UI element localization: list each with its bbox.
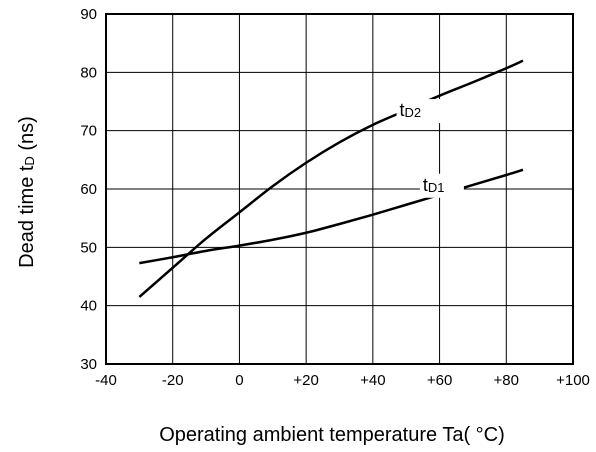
x-tick-label: +60 — [427, 372, 452, 389]
x-axis-ticks: -40 -20 0 +20 +40 +60 +80 +100 — [95, 372, 590, 389]
x-tick-label: +80 — [494, 372, 519, 389]
series-line-tD2 — [138, 59, 524, 298]
y-tick-label: 60 — [80, 181, 97, 198]
x-tick-label: 0 — [235, 372, 243, 389]
series-label-tD2: tD2 — [400, 100, 422, 120]
x-tick-label: +20 — [293, 372, 318, 389]
y-tick-label: 90 — [80, 6, 97, 23]
series-lines — [138, 59, 524, 298]
y-axis-title-unit: (ns) — [16, 116, 38, 156]
y-tick-label: 30 — [80, 356, 97, 373]
series-label-bg — [419, 173, 464, 198]
y-axis-title-sub: D — [22, 156, 37, 165]
series-label-bg — [396, 99, 441, 124]
x-tick-label: +100 — [556, 372, 590, 389]
grid-lines — [106, 14, 573, 364]
series-labels: tD2 tD1 — [396, 99, 464, 198]
x-axis-title: Operating ambient temperature Ta( °C) — [159, 424, 505, 446]
y-tick-label: 70 — [80, 123, 97, 140]
y-axis-ticks: 30 40 50 60 70 80 90 — [80, 6, 97, 373]
x-tick-label: -40 — [95, 372, 117, 389]
series-label-tD1: tD1 — [423, 175, 445, 195]
y-axis-title-main: Dead time t — [16, 165, 38, 268]
y-tick-label: 40 — [80, 298, 97, 315]
y-axis-title: Dead time tD (ns) — [16, 116, 38, 268]
y-tick-label: 80 — [80, 64, 97, 81]
series-line-tD1 — [139, 168, 524, 265]
x-tick-label: -20 — [162, 372, 184, 389]
x-tick-label: +40 — [360, 372, 385, 389]
plot-frame — [105, 13, 574, 365]
y-tick-label: 50 — [80, 239, 97, 256]
